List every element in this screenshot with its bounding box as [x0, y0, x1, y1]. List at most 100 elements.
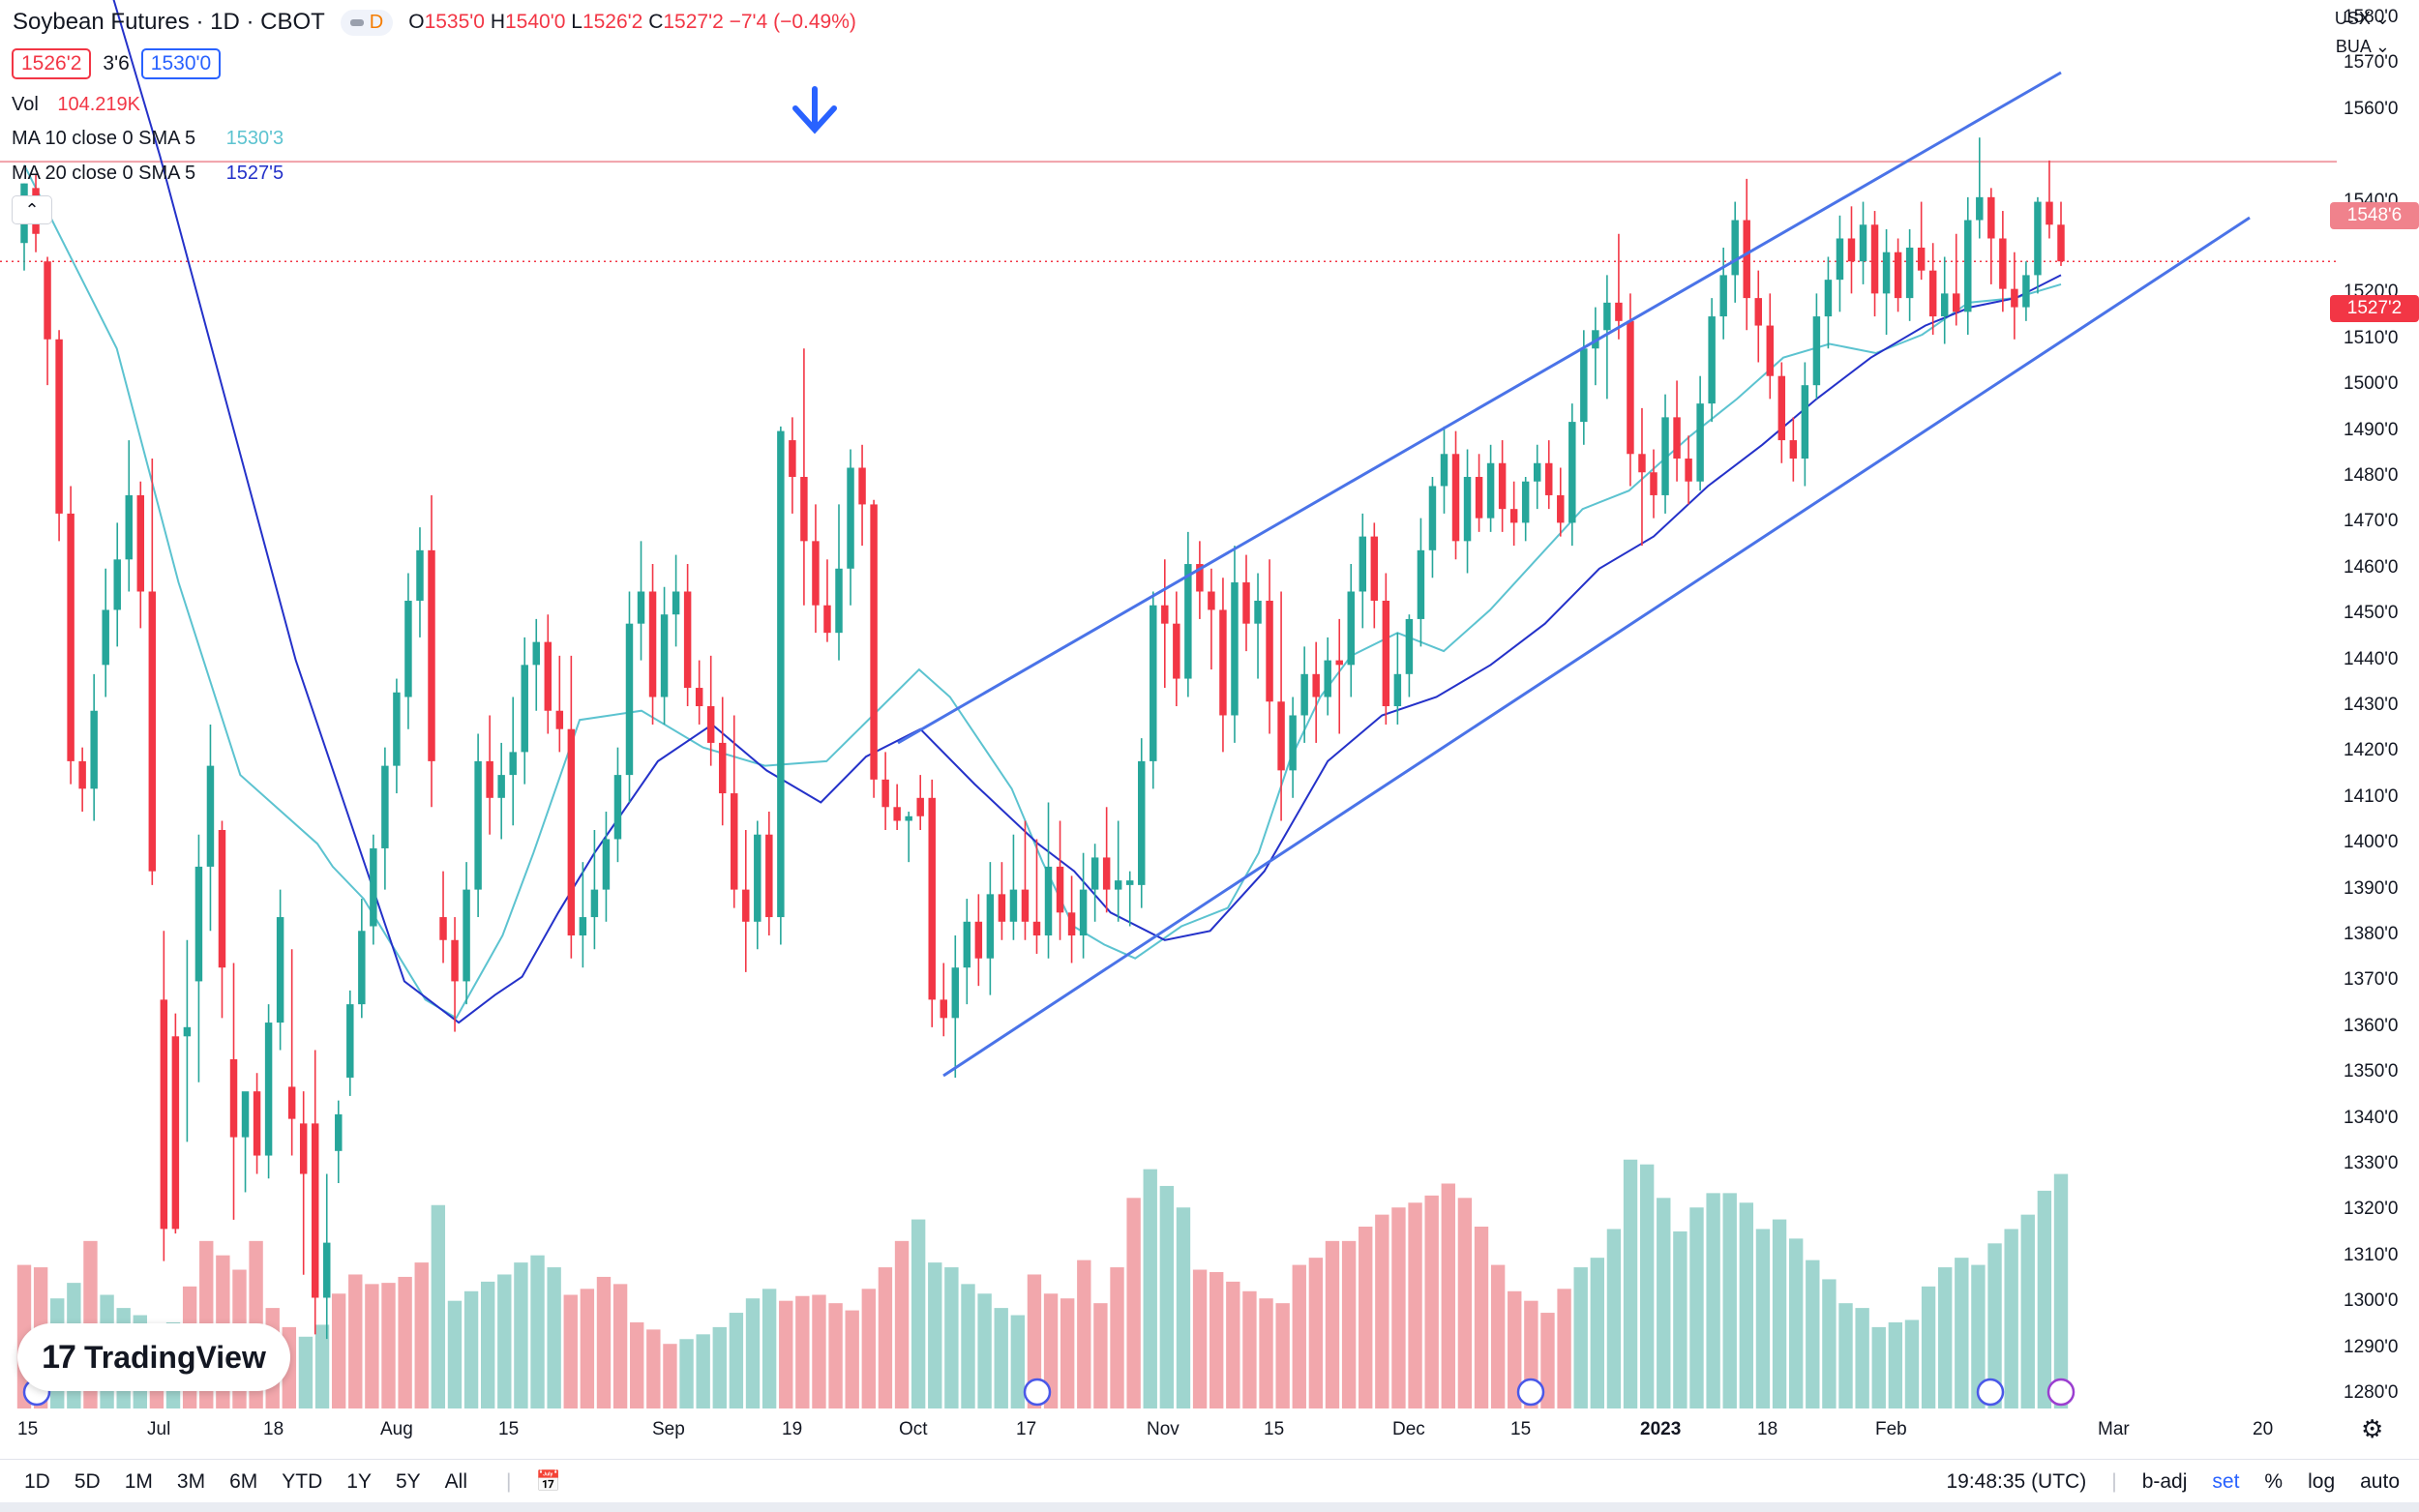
auto-toggle[interactable]: auto — [2360, 1469, 2400, 1493]
candle-body — [323, 1242, 331, 1298]
volume-bar — [1143, 1169, 1157, 1408]
timeframe-3m[interactable]: 3M — [176, 1469, 206, 1493]
volume-bar — [431, 1204, 446, 1408]
volume-bar — [314, 1324, 330, 1408]
volume-bar — [944, 1267, 959, 1408]
ma10-line — [23, 164, 2062, 1020]
ma20-legend[interactable]: MA 20 close 0 SMA 5 1527'5 — [12, 163, 284, 185]
candle-body — [1917, 247, 1926, 271]
channel-lower-line — [942, 216, 2251, 1078]
volume-bar — [1077, 1260, 1091, 1408]
candle-body — [1661, 417, 1669, 495]
timeframe-1d[interactable]: 1D — [24, 1469, 50, 1493]
candle-body — [1789, 440, 1798, 460]
candle-body — [1044, 866, 1053, 936]
volume-bar — [878, 1267, 893, 1408]
volume-bar — [712, 1326, 727, 1408]
candle-body — [881, 779, 889, 808]
candle-body — [1521, 481, 1530, 523]
unit-selector[interactable]: BUA ⌄ — [2335, 37, 2390, 56]
volume-bar — [530, 1255, 545, 1408]
candle-body — [672, 591, 680, 615]
candle-body — [1964, 220, 1972, 312]
volume-bar — [1093, 1303, 1108, 1408]
timeframe-6m[interactable]: 6M — [229, 1469, 258, 1493]
volume-bar — [1806, 1260, 1820, 1408]
candle-body — [1870, 224, 1879, 294]
price-tick-label: 1340'0 — [2344, 1107, 2399, 1128]
volume-legend[interactable]: Vol 104.219K — [12, 94, 140, 116]
volume-bar — [1557, 1289, 1571, 1408]
candle-body — [1533, 462, 1541, 482]
volume-bar — [961, 1284, 975, 1408]
date-range-icon[interactable]: 📅 — [535, 1469, 561, 1493]
tradingview-logo[interactable]: 17 TradingView — [17, 1323, 290, 1391]
candle-body — [1032, 921, 1041, 936]
volume-bar — [1987, 1243, 2002, 1408]
buy-price-button[interactable]: 1530'0 — [140, 48, 222, 79]
candle-body — [1254, 600, 1262, 624]
volume-bar — [580, 1289, 595, 1408]
currency-selector[interactable]: USX ⌄ — [2334, 9, 2390, 28]
price-tick-label: 1500'0 — [2344, 373, 2399, 395]
candle-body — [1102, 857, 1111, 890]
candle-body — [789, 440, 796, 477]
candle-body — [555, 710, 564, 729]
volume-bar — [1408, 1202, 1422, 1408]
horizontal-line-price-tag[interactable]: 1548'6 — [2330, 202, 2419, 229]
candle-body — [1568, 422, 1576, 523]
volume-bar — [1441, 1183, 1455, 1408]
volume-bar — [1474, 1227, 1489, 1408]
timeframe-ytd[interactable]: YTD — [282, 1469, 323, 1493]
volume-bar — [1325, 1240, 1340, 1408]
volume-bar — [298, 1336, 314, 1408]
volume-bar — [497, 1274, 512, 1408]
timeframe-1y[interactable]: 1Y — [346, 1469, 372, 1493]
candle-body — [404, 600, 412, 697]
volume-bar — [1043, 1293, 1059, 1408]
b-adj-toggle[interactable]: b-adj — [2141, 1469, 2188, 1493]
symbol-title[interactable]: Soybean Futures · 1D · CBOT — [13, 9, 325, 35]
candle-body — [625, 623, 634, 776]
market-status-badge[interactable]: D — [340, 9, 394, 36]
volume-bar — [646, 1329, 661, 1408]
volume-bar — [828, 1303, 843, 1408]
candle-body — [1953, 293, 1960, 312]
ma10-label: MA 10 close 0 SMA 5 — [12, 128, 196, 149]
delayed-data-label: D — [369, 11, 384, 33]
logo-text: TradingView — [83, 1339, 266, 1375]
price-tick-label: 1450'0 — [2344, 603, 2399, 624]
candle-body — [706, 706, 715, 743]
volume-bar — [1192, 1269, 1208, 1408]
timeframe-all[interactable]: All — [444, 1469, 467, 1493]
candle-body — [602, 839, 611, 890]
set-toggle[interactable]: set — [2212, 1469, 2240, 1493]
percent-toggle[interactable]: % — [2264, 1469, 2284, 1493]
timeframe-5y[interactable]: 5Y — [395, 1469, 421, 1493]
ma10-legend[interactable]: MA 10 close 0 SMA 5 1530'3 — [12, 128, 284, 150]
candle-body — [963, 921, 971, 968]
volume-bar — [1341, 1240, 1357, 1408]
log-toggle[interactable]: log — [2308, 1469, 2336, 1493]
candle-body — [521, 665, 528, 753]
sell-price-button[interactable]: 1526'2 — [12, 48, 92, 79]
time-tick-label: 18 — [263, 1419, 284, 1439]
candle-body — [1266, 600, 1273, 702]
candle-body — [940, 999, 947, 1019]
bottom-toolbar: 1D 5D 1M 3M 6M YTD 1Y 5Y All | 📅 19:48:3… — [0, 1459, 2419, 1503]
time-tick-label: 15 — [1510, 1419, 1532, 1439]
candle-body — [1603, 302, 1611, 331]
timeframe-5d[interactable]: 5D — [74, 1469, 101, 1493]
timeframe-1m[interactable]: 1M — [124, 1469, 153, 1493]
candle-body — [1777, 375, 1786, 441]
settings-gear-icon[interactable]: ⚙ — [2361, 1414, 2384, 1443]
utc-clock[interactable]: 19:48:35 (UTC) — [1946, 1469, 2087, 1493]
volume-bar — [696, 1334, 710, 1408]
candle-body — [1940, 293, 1949, 317]
candle-body — [637, 591, 645, 624]
collapse-legend-button[interactable]: ⌃ — [12, 195, 52, 224]
close-value: 1527'2 — [663, 11, 724, 33]
volume-bar — [2020, 1214, 2035, 1408]
price-tick-label: 1380'0 — [2344, 924, 2399, 944]
